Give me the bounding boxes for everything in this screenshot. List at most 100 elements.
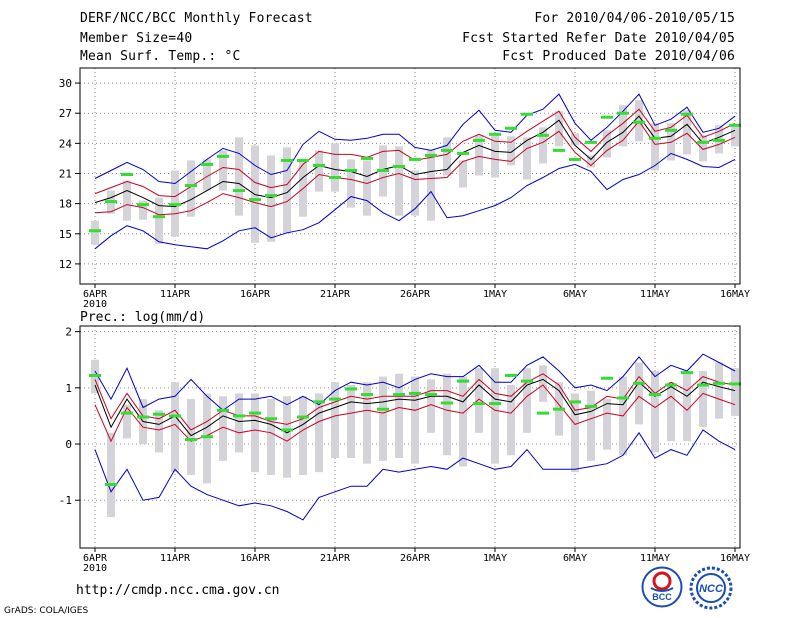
panel2-median-mark: [553, 407, 565, 411]
bcc-logo: BCC: [641, 566, 683, 608]
panel2-box: [475, 368, 483, 433]
panel1-xtick-label: 1MAY: [483, 289, 507, 300]
panel1-median-mark: [217, 154, 229, 158]
panel2-box: [283, 396, 291, 478]
panel2-median-mark: [505, 373, 517, 377]
panel2-box: [491, 368, 499, 464]
panel2-median-mark: [201, 435, 213, 439]
source-url[interactable]: http://cmdp.ncc.cma.gov.cn: [76, 583, 280, 598]
panel1-box: [219, 150, 227, 191]
panel2-xtick-label: 11MAY: [640, 553, 670, 564]
panel1-median-mark: [233, 189, 245, 193]
panel1-median-mark: [425, 153, 437, 157]
panel2-xtick-label: 26APR: [400, 553, 431, 564]
panel2-median-mark: [329, 397, 341, 401]
panel1-box: [235, 137, 243, 216]
panel2-ytick-label: 2: [65, 326, 72, 339]
panel2-median-mark: [281, 428, 293, 432]
panel2-median-mark: [521, 379, 533, 383]
member-size-label: Member Size=40: [80, 31, 193, 46]
panel1-median-mark: [313, 163, 325, 167]
panel1-median-mark: [153, 215, 165, 219]
panel1-box: [363, 160, 371, 216]
panel1-ytick-label: 24: [59, 137, 73, 150]
panel1-median-mark: [169, 203, 181, 207]
panel1-median-mark: [329, 176, 341, 180]
panel1-median-mark: [377, 168, 389, 172]
panel2-xtick-label: 16MAY: [720, 553, 750, 564]
panel1-median-mark: [713, 138, 725, 142]
panel2-median-mark: [649, 393, 661, 397]
panel1-median-mark: [697, 140, 709, 144]
panel2-median-mark: [249, 411, 261, 415]
panel2-median-mark: [297, 415, 309, 419]
panel1-median-mark: [201, 162, 213, 166]
panel2-box: [187, 399, 195, 475]
panel2-box: [603, 399, 611, 450]
panel2-median-mark: [681, 371, 693, 375]
panel1-ytick-label: 18: [59, 198, 72, 211]
panel2-box: [427, 379, 435, 433]
panel2-box: [507, 385, 515, 456]
panel1-ytick-label: 30: [59, 77, 72, 90]
panel1-box: [91, 220, 99, 245]
panel2-xtick-label: 6APR: [83, 553, 108, 564]
panel1-box: [539, 127, 547, 164]
panel1-median-mark: [393, 164, 405, 168]
panel1-median-mark: [457, 151, 469, 155]
panel2-xtick-label: 6MAY: [563, 553, 587, 564]
panel1-box: [139, 200, 147, 220]
panel2-xtick-label: 21APR: [320, 553, 351, 564]
panel2-box: [523, 368, 531, 433]
panel1-median-mark: [617, 111, 629, 115]
panel2-box: [347, 385, 355, 459]
panel1-box: [571, 133, 579, 146]
panel2-median-mark: [217, 408, 229, 412]
panel2-box: [123, 404, 131, 439]
panel1-box: [587, 155, 595, 168]
panel2-median-mark: [345, 387, 357, 391]
panel1-box: [699, 135, 707, 162]
panel1-box: [443, 137, 451, 176]
panel1-series-mean: [94, 115, 736, 208]
panel2-median-mark: [473, 402, 485, 406]
panel1-box: [347, 159, 355, 208]
panel1-box: [155, 197, 163, 244]
panel2-median-mark: [425, 393, 437, 397]
panel1-median-mark: [345, 168, 357, 172]
variable-label: Mean Surf. Temp.: °C: [80, 49, 241, 64]
panel1-median-mark: [665, 128, 677, 132]
panel1-box: [411, 170, 419, 216]
panel1-median-mark: [489, 132, 501, 136]
panel2-median-mark: [713, 381, 725, 385]
ncc-logo: NCC: [689, 566, 733, 610]
panel2-median-mark: [233, 414, 245, 418]
panel1-median-mark: [281, 158, 293, 162]
panel1-xtick-label: 16APR: [240, 289, 271, 300]
panel2-median-mark: [121, 411, 133, 415]
panel2-box: [395, 373, 403, 459]
panel2-median-mark: [697, 383, 709, 387]
panel1-xtick-label: 11MAY: [640, 289, 670, 300]
panel2-xtick-label: 11APR: [160, 553, 191, 564]
panel1-box: [283, 147, 291, 234]
panel1-median-mark: [521, 112, 533, 116]
panel1-box: [651, 123, 659, 171]
panel1-box: [523, 137, 531, 180]
panel1-median-mark: [361, 156, 373, 160]
panel1-median-mark: [553, 148, 565, 152]
precip-title: Prec.: log(mm/d): [80, 310, 205, 325]
panel2-median-mark: [633, 381, 645, 385]
panel1-median-mark: [297, 158, 309, 162]
panel1-median-mark: [505, 126, 517, 130]
panel2-box: [699, 370, 707, 428]
panel2-median-mark: [105, 482, 117, 486]
panel2-median-mark: [393, 393, 405, 397]
panel1-median-mark: [89, 229, 101, 233]
panel1-box: [683, 110, 691, 155]
panel2-median-mark: [153, 412, 165, 416]
panel2-box: [539, 365, 547, 402]
panel1-median-mark: [105, 200, 117, 204]
panel1-box: [427, 150, 435, 221]
